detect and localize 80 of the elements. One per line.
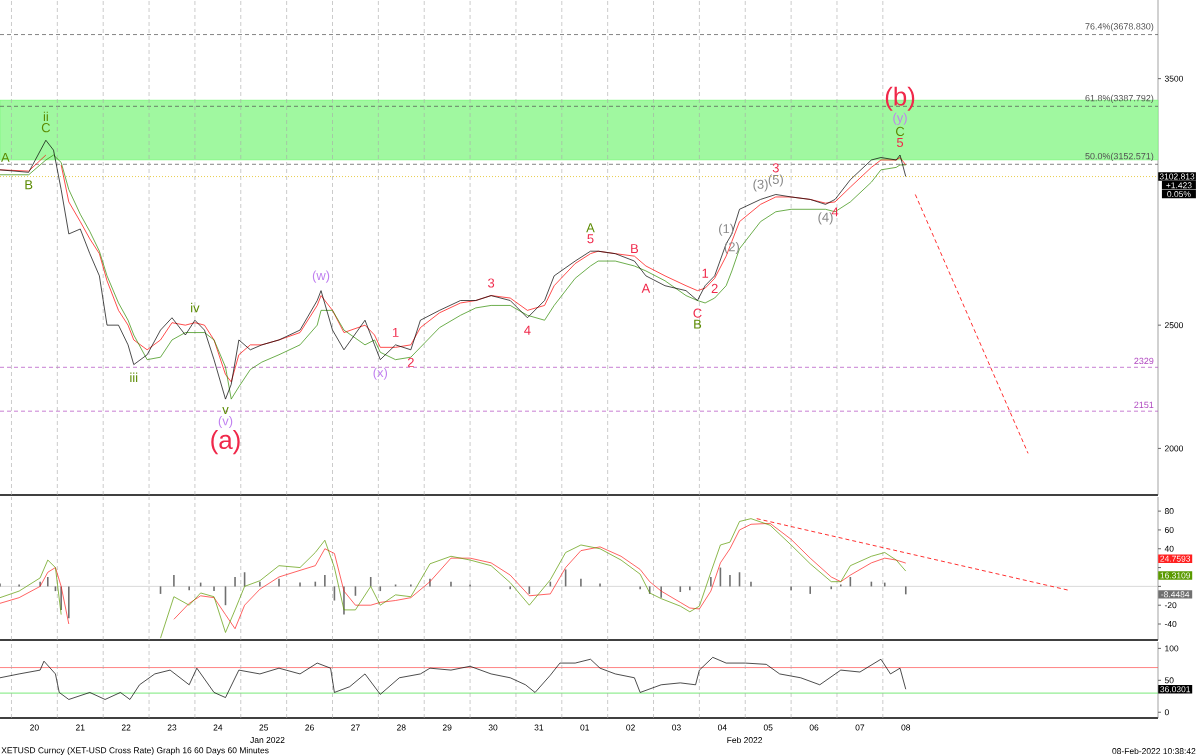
x-tick-label: 25 <box>259 724 269 731</box>
x-tick-label: 06 <box>809 724 819 731</box>
text: 16.3109 <box>1160 572 1191 579</box>
annotation: A <box>586 223 595 233</box>
annotation: C <box>693 308 702 318</box>
x-tick-label: 26 <box>305 724 314 731</box>
annotation: (y) <box>893 112 907 125</box>
x-tick-label: 23 <box>167 724 177 731</box>
annotation: A <box>641 283 651 293</box>
x-tick-label: 08 <box>901 724 911 731</box>
annotation: 2 <box>711 283 718 293</box>
annotation: 3 <box>488 278 495 288</box>
x-tick-label: 30 <box>488 724 498 731</box>
line-series <box>0 656 907 700</box>
ref-line-label: 50.0%(3152.571) <box>1085 152 1154 162</box>
y-tick-label: 40 <box>1164 545 1174 552</box>
y-tick-label: 50 <box>1164 677 1174 684</box>
annotation: (w) <box>312 270 330 283</box>
x-tick-label: 28 <box>397 724 406 731</box>
ref-line-label: 61.8%(3387.792) <box>1085 94 1154 104</box>
annotation: v <box>222 407 229 414</box>
text: XETUSD Curncy (XET-USD Cross Rate) Graph 16 60 Days 60 Minutes <box>1 747 269 755</box>
x-tick-label: 21 <box>75 724 85 731</box>
y-tick-label: -20 <box>1164 602 1177 609</box>
annotation: B <box>694 319 702 329</box>
x-tick-label: 02 <box>626 724 635 731</box>
y-tick-label: 2500 <box>1164 322 1184 329</box>
ref-line-label: 76.4%(3678.830) <box>1085 23 1154 32</box>
y-tick-label: -40 <box>1164 621 1177 628</box>
text: -8.4484 <box>1161 591 1190 598</box>
annotation: 3 <box>772 163 779 173</box>
ref-line-label: 2151 <box>1134 401 1154 408</box>
annotation: (4) <box>818 212 833 225</box>
annotation: (b) <box>885 86 915 111</box>
annotation: 4 <box>524 325 531 335</box>
annotation: iii <box>130 372 138 382</box>
annotation: A <box>1 152 10 162</box>
annotation: (v) <box>218 415 233 429</box>
x-tick-label: 04 <box>717 724 727 731</box>
x-tick-label: 03 <box>672 724 681 731</box>
y-tick-label: 80 <box>1164 508 1174 515</box>
y-tick-label: 3500 <box>1164 75 1184 82</box>
annotation: (5) <box>768 174 783 187</box>
text: 3102.813 <box>1159 173 1195 180</box>
annotation: 1 <box>392 327 399 337</box>
annotation: B <box>25 180 33 190</box>
text: +1.423 <box>1166 182 1192 189</box>
annotation: ii <box>43 111 48 122</box>
annotation: (3) <box>753 179 768 192</box>
annotation: (x) <box>373 367 388 380</box>
annotation: iv <box>191 302 200 313</box>
text: 24.7593 <box>1160 555 1191 562</box>
x-tick-label: 27 <box>351 724 360 731</box>
y-tick-label: 2000 <box>1164 445 1184 452</box>
x-tick-label: 07 <box>855 724 865 731</box>
y-tick-label: 0 <box>1164 709 1169 716</box>
y-tick-label: 100 <box>1165 645 1179 652</box>
text: Jan 2022 <box>250 737 285 743</box>
text: 08-Feb-2022 10:38:42 <box>1112 747 1196 755</box>
x-tick-label: 29 <box>442 724 452 731</box>
annotation: 4 <box>831 207 839 217</box>
annotation: C <box>896 126 905 137</box>
text: 36.0301 <box>1160 686 1191 693</box>
x-tick-label: 24 <box>213 724 223 731</box>
annotation: B <box>631 244 639 254</box>
ref-line-label: 2329 <box>1134 357 1154 365</box>
x-tick-label: 31 <box>534 724 544 731</box>
annotation: 5 <box>587 234 594 244</box>
y-tick-label: 60 <box>1164 526 1174 533</box>
x-tick-label: 22 <box>121 724 131 731</box>
x-tick-label: 20 <box>30 724 39 731</box>
annotation: (a) <box>211 430 240 455</box>
x-tick-label: 05 <box>763 724 773 731</box>
annotation: 2 <box>407 357 414 367</box>
annotation: 1 <box>702 268 709 278</box>
annotation: 5 <box>896 138 904 148</box>
text: Feb 2022 <box>727 736 763 744</box>
x-tick-label: 01 <box>580 724 590 731</box>
text: 0.05% <box>1167 191 1191 198</box>
annotation: C <box>41 123 51 133</box>
